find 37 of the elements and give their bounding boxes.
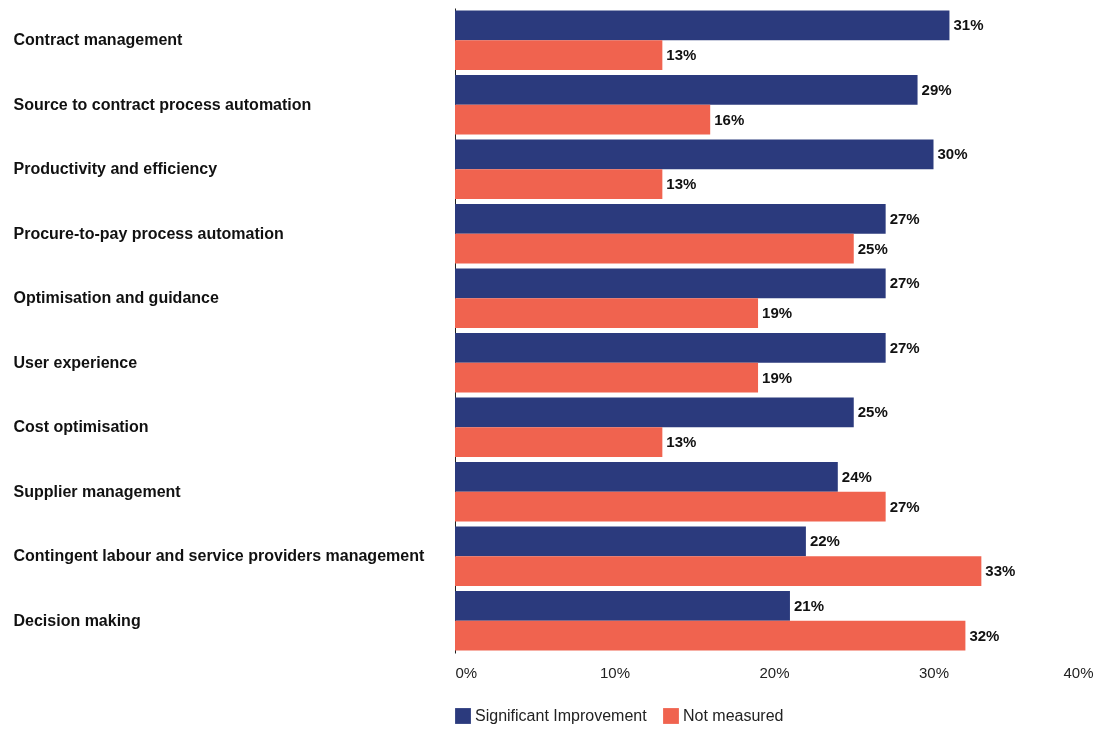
data-label: 13% [666, 175, 697, 193]
x-tick-label: 30% [918, 663, 950, 681]
y-tick-label: Source to contract process automation [13, 95, 312, 113]
data-label: 19% [762, 304, 793, 322]
data-label: 13% [666, 46, 697, 64]
data-label: 32% [969, 626, 1000, 644]
y-tick-label: Supplier management [13, 482, 182, 500]
data-label: 31% [953, 16, 984, 34]
data-label: 16% [714, 110, 745, 128]
x-tick-label: 20% [759, 663, 790, 681]
legend-label: Not measured [683, 707, 784, 724]
y-tick-label: Contingent labour and service providers management [13, 547, 425, 565]
data-label: 27% [889, 274, 920, 292]
y-tick-label: Optimisation and guidance [13, 289, 219, 307]
y-tick-label: Decision making [13, 611, 141, 629]
y-tick-label: User experience [13, 353, 138, 371]
y-tick-label: Productivity and efficiency [13, 160, 218, 178]
data-label: 33% [985, 562, 1016, 580]
data-label: 19% [762, 368, 793, 386]
x-tick-label: 40% [1063, 663, 1094, 681]
data-label: 30% [937, 145, 968, 163]
y-tick-label: Cost optimisation [13, 418, 149, 436]
data-label: 27% [889, 209, 920, 227]
data-label: 29% [921, 80, 952, 98]
data-label: 27% [889, 497, 920, 515]
data-label: 21% [793, 596, 824, 614]
x-tick-label: 10% [599, 663, 631, 681]
data-label: 25% [857, 239, 888, 257]
legend-label: Significant Improvement [475, 707, 648, 724]
data-label: 27% [889, 338, 920, 356]
data-label: 13% [666, 433, 697, 451]
y-tick-label: Procure-to-pay process automation [13, 224, 284, 242]
y-tick-label: Contract management [13, 31, 184, 49]
data-label: 22% [809, 532, 840, 550]
data-label: 24% [841, 467, 872, 485]
x-tick-label: 0% [455, 663, 478, 681]
data-label: 25% [857, 403, 888, 421]
